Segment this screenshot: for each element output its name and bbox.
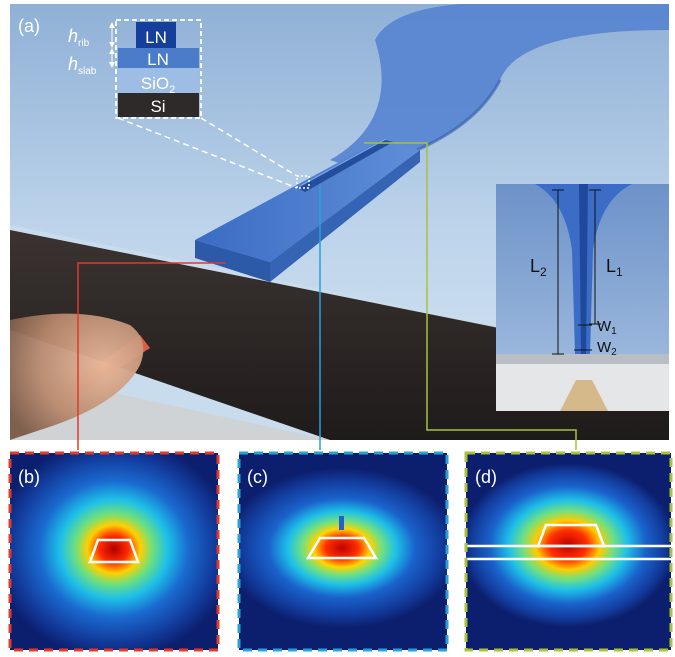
- sio2-layer: [118, 68, 199, 93]
- ln-slab-layer: [118, 48, 199, 68]
- ln-slab-label: LN: [147, 50, 169, 69]
- panel-d-frame: [464, 451, 673, 652]
- h-rib-arrow-top: [109, 22, 115, 28]
- waveguide-upper-branch: [330, 4, 669, 170]
- waveguide-slab-side: [270, 150, 420, 282]
- callout-lines: [77, 142, 577, 450]
- panel-a-label: (a): [18, 16, 40, 36]
- panel-b-waveguide-outline: [88, 538, 140, 564]
- red-callout-line: [77, 262, 226, 450]
- panel-d-label: (d): [475, 467, 497, 487]
- taper-inset-fiber: [560, 380, 608, 411]
- l2-label: L2: [530, 256, 547, 279]
- taper-inset-chip-edge: [496, 354, 669, 364]
- layer-stack-inset: LN LN SiO2 Si hrib hslab: [68, 19, 298, 189]
- green-callout-line: [364, 142, 577, 450]
- taper-core: [579, 184, 588, 354]
- panel-b: (b): [8, 451, 220, 652]
- si-label: Si: [150, 97, 165, 116]
- h-slab-label: hslab: [68, 54, 97, 77]
- waveguide-rib: [298, 140, 393, 192]
- waveguide-slab-front: [195, 240, 270, 282]
- h-slab-arrow-top: [109, 48, 115, 54]
- zoom-line-top: [200, 117, 298, 177]
- panel-c-mode-field: [239, 468, 447, 628]
- panel-c-rib-notch: [339, 516, 344, 530]
- h-rib-label: hrib: [68, 26, 90, 49]
- panel-d: (d): [464, 451, 673, 652]
- panel-c-waveguide-outline: [305, 536, 379, 560]
- ln-rib-label: LN: [145, 28, 167, 47]
- lensed-fiber: [10, 313, 144, 440]
- panel-b-frame: [8, 451, 220, 652]
- si-layer: [118, 93, 199, 117]
- panel-b-mode-field: [10, 453, 218, 650]
- panel-c-frame: [237, 451, 449, 652]
- cross-section-marker: [296, 175, 310, 189]
- w2-label: W2: [597, 339, 617, 358]
- zoom-line-bottom: [117, 117, 298, 189]
- l1-label: L1: [606, 256, 623, 279]
- panel-b-label: (b): [18, 467, 40, 487]
- w1-label: W1: [597, 318, 617, 337]
- h-rib-arrow-bottom: [109, 42, 115, 48]
- h-slab-arrow-bottom: [109, 62, 115, 68]
- ln-rib-layer: [136, 22, 176, 48]
- waveguide-slab: [195, 140, 420, 262]
- stack-box: [115, 19, 202, 119]
- sio2-label: SiO2: [141, 74, 175, 96]
- panel-c-label: (c): [247, 467, 268, 487]
- panel-c: (c): [237, 451, 449, 652]
- rib-highlight: [299, 138, 387, 187]
- taper-inset: L2 L1 W1 W2: [496, 184, 669, 411]
